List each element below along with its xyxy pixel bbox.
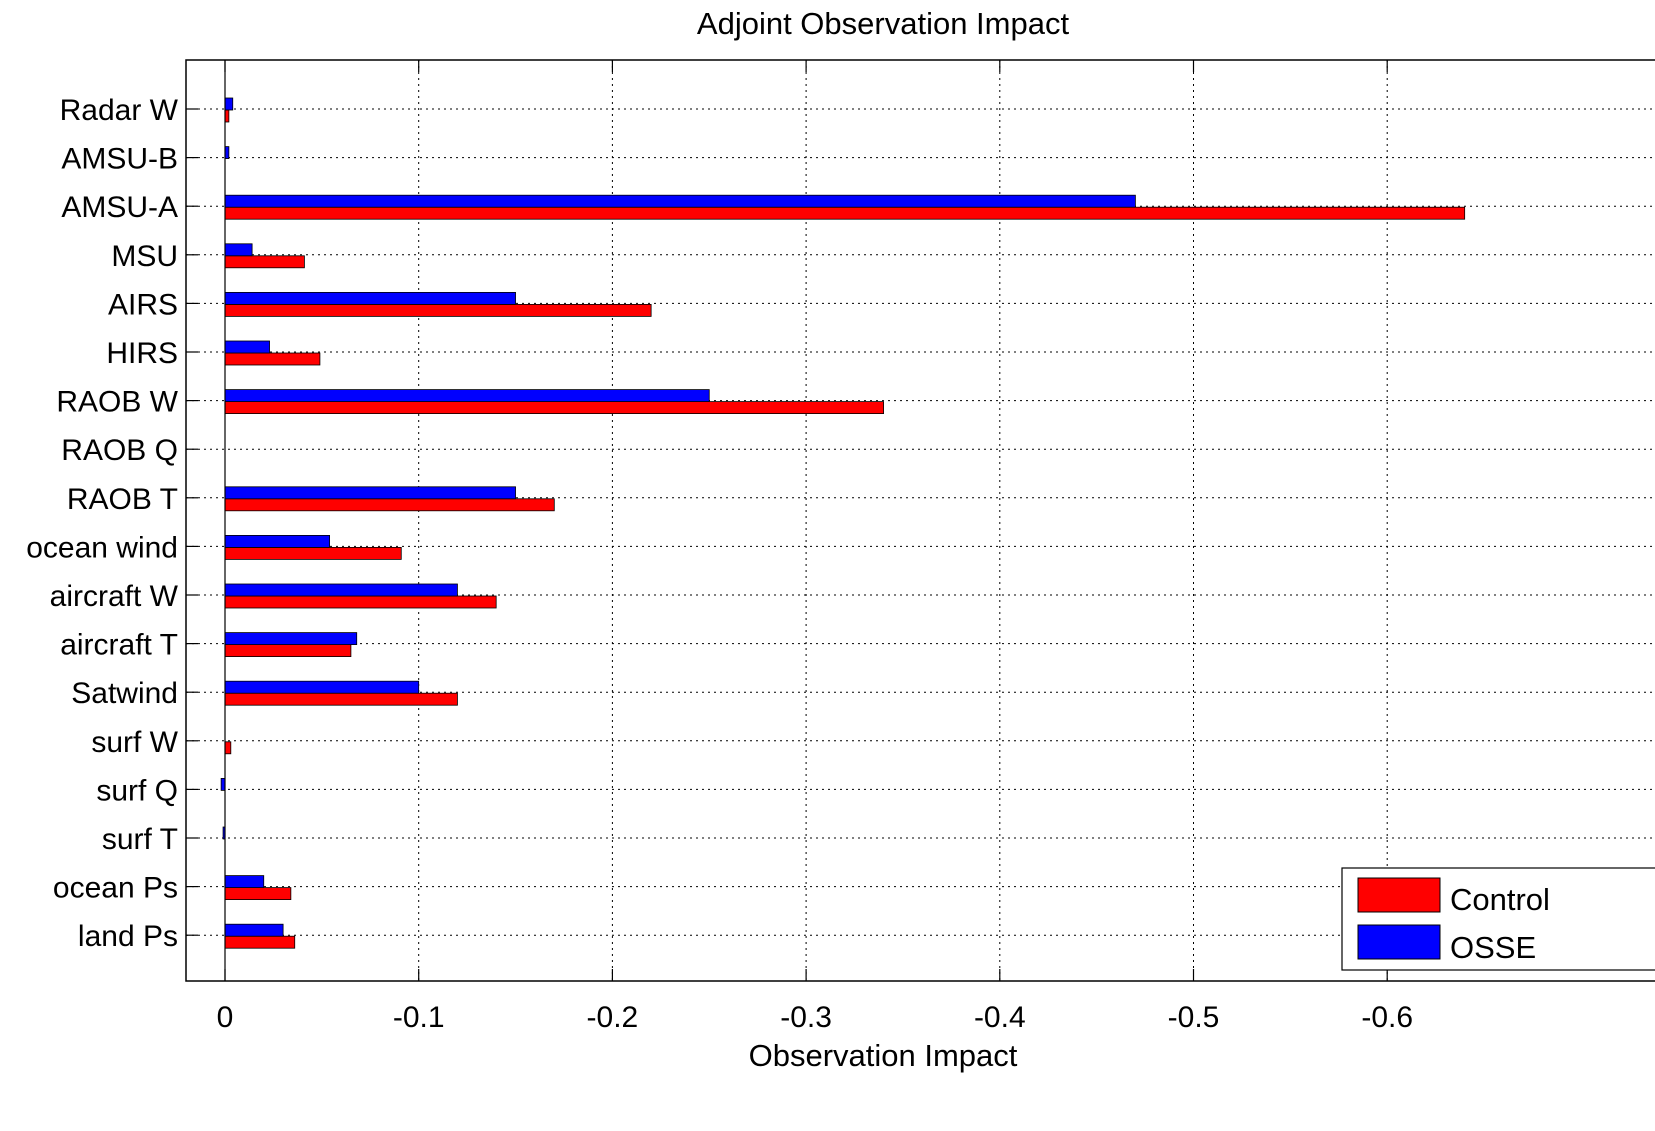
y-axis: Radar W AMSU-B AMSU-A MSU AIRS HIRS RAOB W RAOB…	[26, 94, 198, 953]
y-tick-label: RAOB W	[56, 386, 178, 419]
y-tick-label: aircraft W	[50, 580, 179, 613]
bar-control	[224, 401, 884, 415]
bar-osse	[224, 583, 458, 597]
bar-control	[224, 595, 497, 609]
bar-control	[224, 935, 296, 949]
bar-osse	[224, 632, 358, 645]
bar-osse	[224, 291, 516, 305]
bars	[220, 97, 1466, 949]
y-tick-label: surf Q	[96, 774, 178, 807]
legend: Control OSSE	[1341, 867, 1655, 971]
bar-control	[224, 547, 402, 560]
bar-osse	[224, 243, 253, 257]
bar-osse	[224, 97, 234, 111]
bar-control	[224, 352, 321, 366]
y-tick-label: MSU	[111, 240, 178, 273]
legend-swatch-osse	[1357, 924, 1441, 960]
bar-control	[224, 255, 305, 269]
bar-control	[224, 741, 232, 755]
bar-control	[224, 692, 458, 706]
y-tick-label: ocean wind	[26, 531, 178, 564]
bar-osse	[224, 535, 330, 548]
y-tick-label: ocean Ps	[53, 872, 178, 905]
plot-frame	[185, 59, 1655, 982]
bar-control	[224, 303, 652, 317]
bar-osse	[224, 680, 420, 694]
x-axis-label: Observation Impact	[749, 1038, 1018, 1073]
y-tick-label: AIRS	[108, 288, 178, 321]
y-tick-label: AMSU-A	[61, 191, 178, 224]
y-tick-label: AMSU-B	[61, 143, 178, 176]
y-tick-label: Radar W	[60, 94, 179, 127]
x-tick-label: -0.4	[974, 1001, 1026, 1034]
y-tick-label: surf T	[102, 823, 178, 856]
chart-title: Adjoint Observation Impact	[697, 6, 1070, 41]
bar-control	[224, 887, 292, 900]
x-tick-label: 0	[217, 1001, 234, 1034]
bar-osse	[224, 875, 265, 888]
legend-swatch-control	[1357, 877, 1441, 913]
bar-control	[224, 644, 352, 657]
bar-osse	[224, 486, 516, 500]
x-tick-label: -0.2	[587, 1001, 639, 1034]
y-tick-label: HIRS	[106, 337, 178, 370]
bar-osse	[224, 194, 1136, 208]
x-tick-label: -0.3	[780, 1001, 832, 1034]
y-tick-label: Satwind	[71, 677, 178, 710]
y-tick-label: RAOB Q	[61, 434, 178, 467]
bar-control	[224, 498, 555, 512]
bar-osse	[224, 340, 270, 354]
bar-osse	[224, 389, 710, 403]
y-tick-label: land Ps	[78, 920, 178, 953]
y-tick-label: RAOB T	[67, 483, 178, 516]
bar-control	[224, 206, 1466, 220]
y-tick-label: surf W	[91, 726, 178, 759]
bar-osse	[224, 923, 284, 937]
legend-label-control: Control	[1450, 882, 1550, 917]
x-tick-label: -0.5	[1168, 1001, 1220, 1034]
x-tick-label: -0.6	[1361, 1001, 1413, 1034]
x-tick-label: -0.1	[393, 1001, 445, 1034]
y-tick-label: aircraft T	[60, 629, 178, 662]
legend-label-osse: OSSE	[1450, 930, 1536, 965]
x-axis: 0 -0.1 -0.2 -0.3 -0.4 -0.5 -0.6	[217, 60, 1413, 1034]
